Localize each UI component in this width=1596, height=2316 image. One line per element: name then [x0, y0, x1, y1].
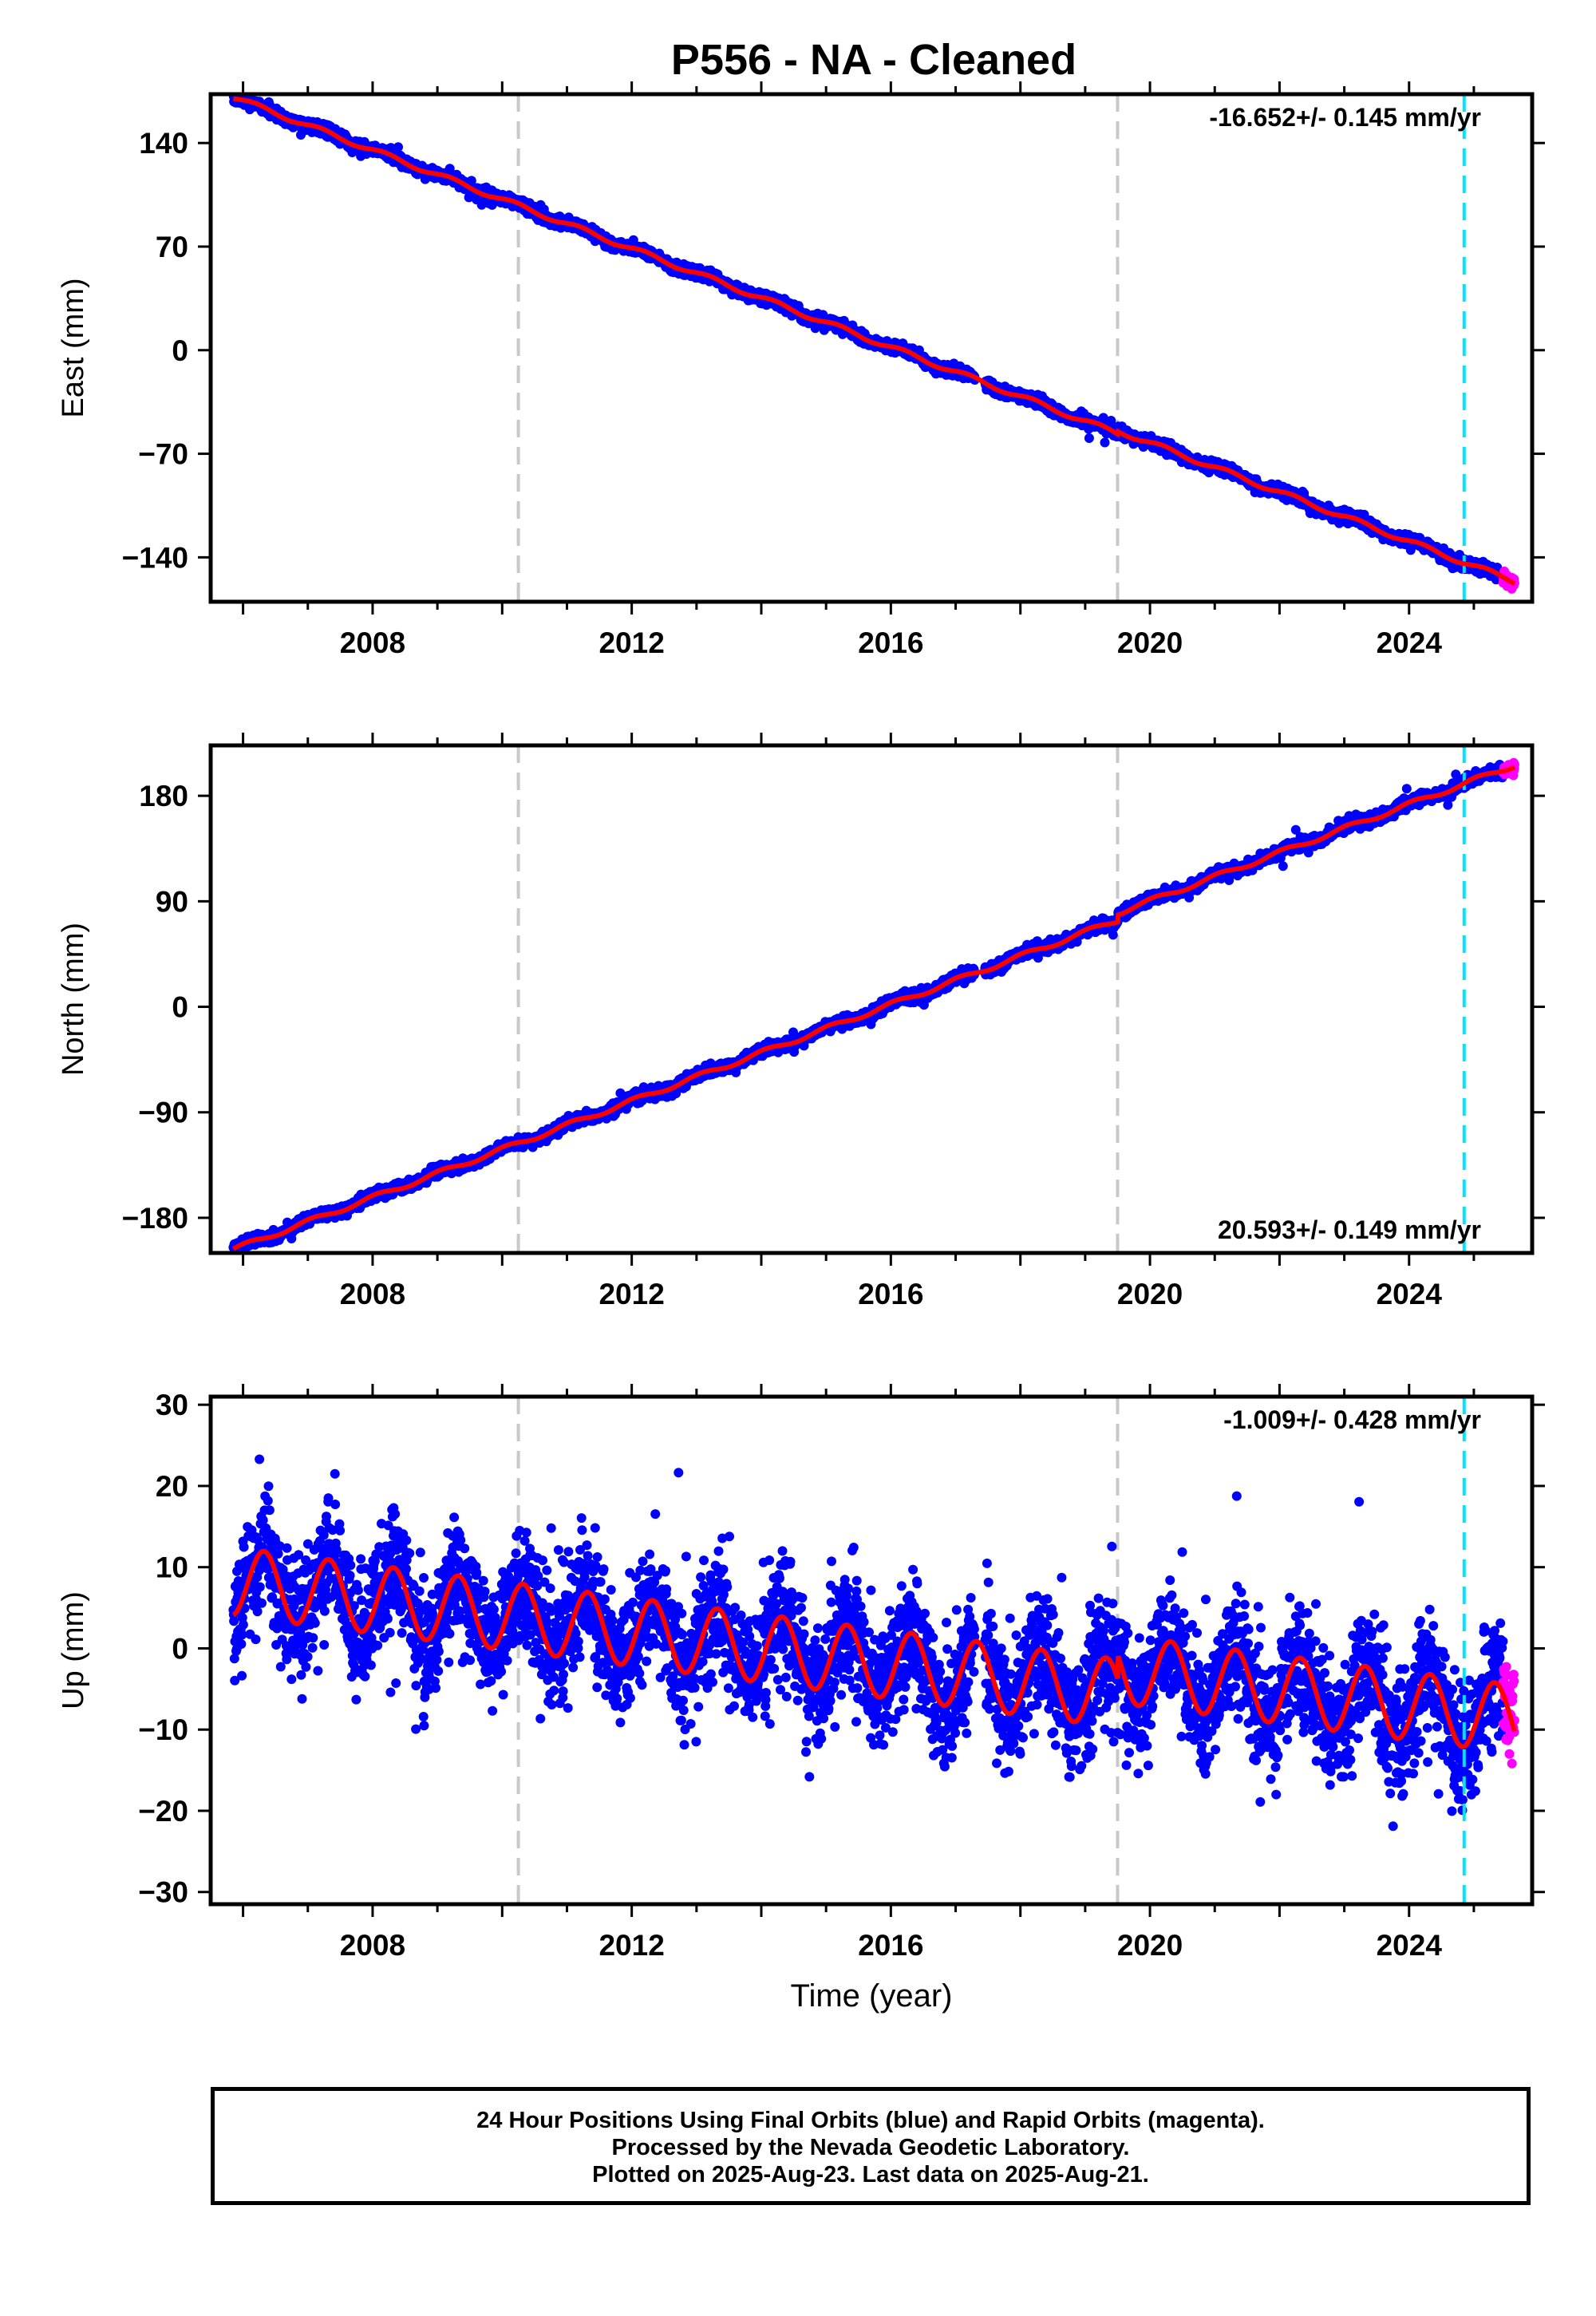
plot-area-north — [228, 745, 1519, 1253]
y-tick-label: −70 — [138, 438, 188, 471]
y-tick-label: 0 — [172, 334, 188, 367]
x-tick-label: 2020 — [1117, 626, 1183, 659]
plot-area-east — [228, 94, 1519, 602]
page-title: P556 - NA - Cleaned — [670, 36, 1077, 84]
data-points-east — [228, 94, 1519, 594]
final-point — [1084, 433, 1094, 443]
y-tick-label: 70 — [156, 231, 188, 263]
x-tick-label: 2024 — [1377, 626, 1443, 659]
x-tick-label: 2012 — [598, 626, 664, 659]
y-axis-label: East (mm) — [57, 278, 90, 417]
y-tick-label: 140 — [139, 127, 188, 160]
final-point — [1100, 437, 1110, 448]
final-point — [393, 142, 403, 152]
x-tick-label: 2016 — [858, 626, 923, 659]
x-tick-label: 2008 — [340, 626, 405, 659]
panel-east: 2008 2012 2016 2020 2024 −140 −70 0 70 140 East (m… — [57, 81, 1545, 659]
time-series-figure: 2008 2012 2016 2020 2024 −140 −70 0 70 140 East (m… — [57, 81, 1545, 2014]
y-tick-label: −140 — [122, 541, 188, 574]
model-curve — [233, 96, 1516, 587]
rate-label: -16.652+/- 0.145 mm/yr — [1209, 103, 1481, 132]
